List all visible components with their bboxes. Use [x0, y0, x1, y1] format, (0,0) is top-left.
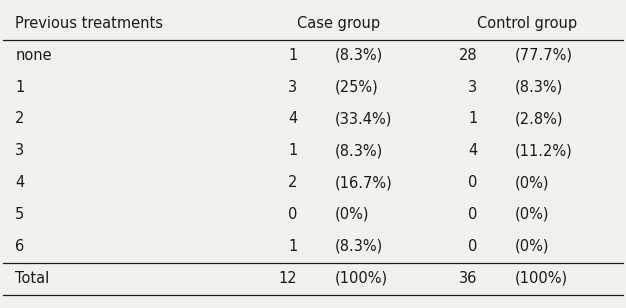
Text: 1: 1: [15, 80, 24, 95]
Text: none: none: [15, 48, 52, 63]
Text: 36: 36: [459, 271, 478, 286]
Text: (2.8%): (2.8%): [515, 111, 563, 127]
Text: (0%): (0%): [515, 207, 549, 222]
Text: (8.3%): (8.3%): [515, 80, 563, 95]
Text: 28: 28: [459, 48, 478, 63]
Text: 1: 1: [288, 48, 297, 63]
Text: 0: 0: [468, 239, 478, 254]
Text: (0%): (0%): [515, 175, 549, 190]
Text: 4: 4: [288, 111, 297, 127]
Text: Control group: Control group: [478, 16, 578, 31]
Text: (100%): (100%): [335, 271, 388, 286]
Text: 3: 3: [289, 80, 297, 95]
Text: (77.7%): (77.7%): [515, 48, 573, 63]
Text: (11.2%): (11.2%): [515, 143, 572, 158]
Text: Previous treatments: Previous treatments: [15, 16, 163, 31]
Text: (0%): (0%): [335, 207, 369, 222]
Text: (8.3%): (8.3%): [335, 48, 383, 63]
Text: (33.4%): (33.4%): [335, 111, 392, 127]
Text: (100%): (100%): [515, 271, 568, 286]
Text: 0: 0: [468, 175, 478, 190]
Text: 1: 1: [288, 143, 297, 158]
Text: 2: 2: [15, 111, 24, 127]
Text: Total: Total: [15, 271, 49, 286]
Text: 3: 3: [468, 80, 478, 95]
Text: (16.7%): (16.7%): [335, 175, 393, 190]
Text: 1: 1: [468, 111, 478, 127]
Text: (0%): (0%): [515, 239, 549, 254]
Text: Case group: Case group: [297, 16, 381, 31]
Text: 4: 4: [15, 175, 24, 190]
Text: 4: 4: [468, 143, 478, 158]
Text: (25%): (25%): [335, 80, 379, 95]
Text: 1: 1: [288, 239, 297, 254]
Text: 6: 6: [15, 239, 24, 254]
Text: 0: 0: [288, 207, 297, 222]
Text: 3: 3: [15, 143, 24, 158]
Text: (8.3%): (8.3%): [335, 143, 383, 158]
Text: 5: 5: [15, 207, 24, 222]
Text: 12: 12: [279, 271, 297, 286]
Text: (8.3%): (8.3%): [335, 239, 383, 254]
Text: 0: 0: [468, 207, 478, 222]
Text: 2: 2: [288, 175, 297, 190]
